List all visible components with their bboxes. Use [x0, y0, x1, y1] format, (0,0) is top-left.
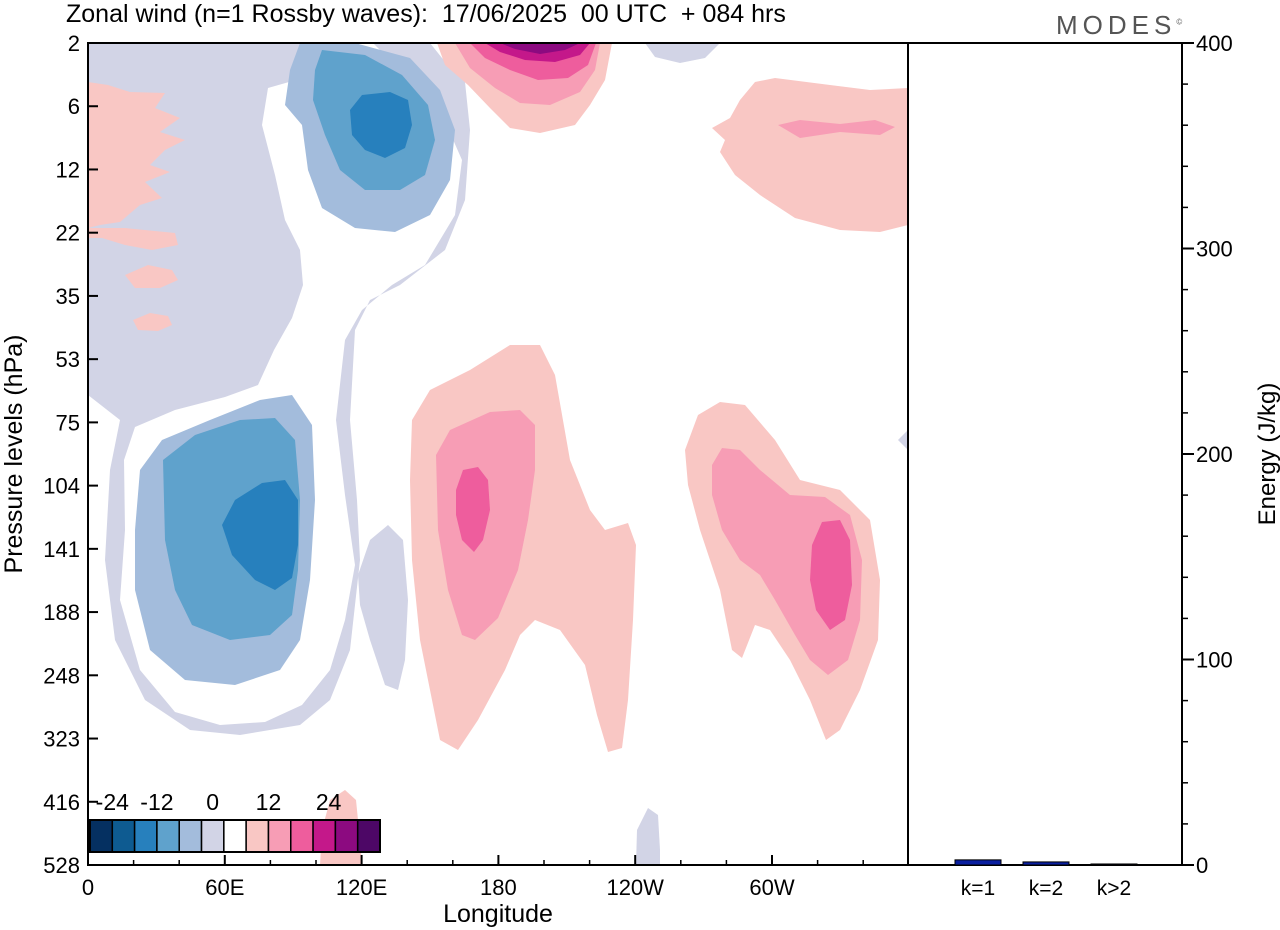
x-tick-label: 60E [205, 875, 244, 900]
colorbar-swatch [356, 819, 381, 853]
x-axis-label: Longitude [443, 900, 553, 928]
y-tick-label: 416 [43, 790, 80, 815]
contour-positive-3-left4 [133, 313, 172, 331]
modes-logo: MODES© [1056, 10, 1182, 41]
contour-field [88, 43, 908, 865]
y-tick-label: 75 [56, 410, 80, 435]
colorbar-swatch [178, 819, 203, 853]
energy-axis: 0 100 200 300 400 [1182, 31, 1233, 878]
y-axis-label: Pressure levels (hPa) [0, 335, 28, 574]
contour-negative-18-upper [350, 92, 412, 158]
logo-text: MODES [1056, 10, 1177, 40]
contour-positive-3-left2 [88, 228, 178, 250]
y-tick-label: 188 [43, 600, 80, 625]
energy-bar-label: k=1 [961, 877, 995, 900]
energy-tick-label: 200 [1196, 442, 1233, 467]
contour-negative-3-top2 [645, 43, 720, 63]
contour-negative-3-top [88, 43, 250, 55]
contour-negative-3 [88, 43, 470, 735]
colorbar-swatch [312, 819, 337, 853]
y-tick-label: 248 [43, 663, 80, 688]
colorbar-frame [89, 819, 381, 853]
colorbar-swatch [133, 819, 158, 853]
colorbar-labels: -24 -12 0 12 24 [96, 789, 342, 815]
energy-bar-label: k=2 [1029, 877, 1063, 900]
energy-bar-2 [1022, 861, 1070, 866]
y-tick-label: 35 [56, 284, 80, 309]
colorbar-swatch [111, 819, 136, 853]
x-axis: 0 60E 120E 180 120W 60W [82, 855, 864, 900]
contour-negative-18-lower [222, 480, 298, 590]
contour-positive-3-right-upper [712, 78, 908, 232]
x-tick-label: 180 [480, 875, 517, 900]
colorbar-swatch [245, 819, 270, 853]
energy-tick-label: 0 [1196, 853, 1208, 878]
contour-negative-3-bottom [636, 808, 660, 865]
y-tick-label: 141 [43, 537, 80, 562]
y-tick-label: 528 [43, 853, 80, 878]
colorbar-label: -12 [140, 789, 173, 815]
colorbar-swatch [200, 819, 225, 853]
colorbar-swatch [290, 819, 314, 853]
colorbar-label: -24 [96, 789, 129, 815]
contour-positive-24-top [500, 43, 580, 54]
y-tick-label: 2 [68, 31, 80, 56]
colorbar [89, 819, 381, 853]
colorbar-label: 24 [316, 789, 342, 815]
colorbar-swatch [334, 819, 359, 853]
colorbar-label: 0 [206, 789, 219, 815]
y-tick-label: 6 [68, 94, 80, 119]
energy-bar-labels: k=1 k=2 k>2 [961, 877, 1131, 900]
logo-copyright-mark: © [1176, 17, 1183, 27]
x-tick-label: 0 [82, 875, 94, 900]
contour-positive-3-left [88, 82, 185, 228]
y-tick-label: 323 [43, 727, 80, 752]
energy-bar-label: k>2 [1097, 877, 1131, 900]
energy-tick-label: 300 [1196, 237, 1233, 262]
colorbar-swatch [267, 819, 292, 853]
contour-positive-3-left3 [125, 265, 178, 288]
energy-bars [954, 859, 1138, 866]
energy-tick-label: 100 [1196, 648, 1233, 673]
contour-negative-3-edge [898, 430, 908, 450]
y-tick-label: 12 [56, 157, 80, 182]
y-tick-label: 22 [56, 221, 80, 246]
colorbar-swatch [156, 819, 180, 853]
colorbar-swatch [89, 819, 114, 853]
energy-bar-1 [954, 859, 1002, 866]
energy-tick-label: 400 [1196, 31, 1233, 56]
energy-panel-frame [907, 42, 1183, 866]
energy-bar-3 [1090, 863, 1138, 866]
contour-negative-3-small [358, 525, 408, 690]
x-tick-label: 120W [606, 875, 664, 900]
contour-positive-9-right [810, 520, 852, 630]
x-tick-label: 120E [336, 875, 387, 900]
contour-positive-9-center [456, 467, 490, 552]
y-tick-label: 53 [56, 347, 80, 372]
colorbar-label: 12 [256, 789, 282, 815]
colorbar-swatch [223, 819, 247, 853]
x-tick-label: 60W [749, 875, 794, 900]
y-tick-label: 104 [43, 474, 80, 499]
y-axis: 2 6 12 22 35 53 75 104 141 188 248 323 416 528 [43, 31, 98, 878]
chart-title: Zonal wind (n=1 Rossby waves): 17/06/202… [66, 0, 786, 28]
energy-axis-label: Energy (J/kg) [1254, 383, 1280, 526]
contour-positive-6-right-upper [778, 120, 895, 138]
